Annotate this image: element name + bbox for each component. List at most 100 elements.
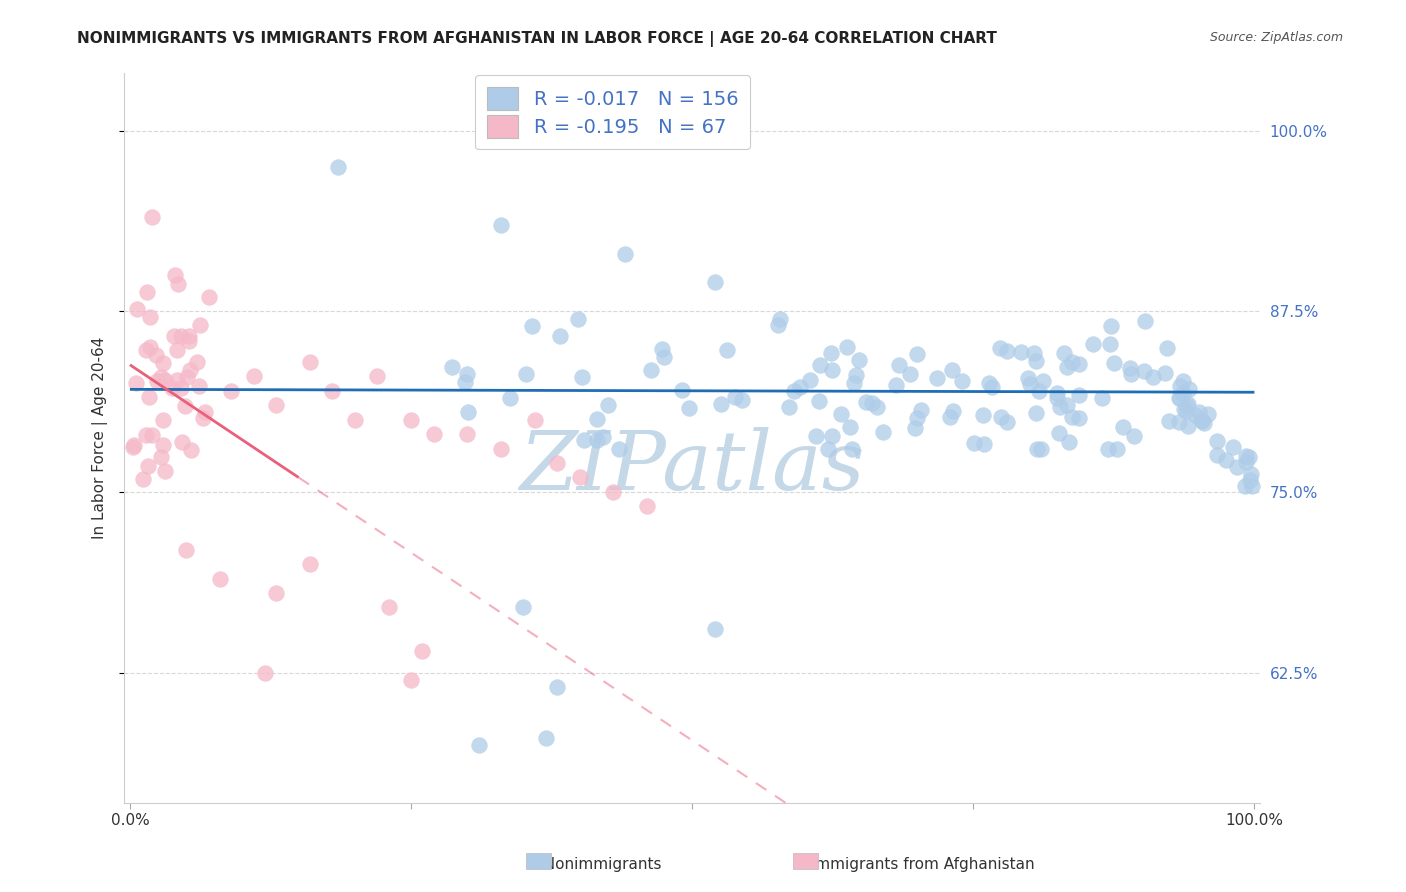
Point	[1168, 392, 1191, 406]
Point	[177, 329, 200, 343]
Point	[1222, 440, 1244, 454]
Point	[1133, 314, 1156, 328]
Point	[1171, 385, 1194, 400]
Point	[884, 377, 907, 392]
Point	[1018, 376, 1040, 391]
Point	[1069, 410, 1091, 425]
Point	[546, 456, 568, 470]
Point	[242, 369, 264, 384]
Point	[592, 430, 614, 444]
Point	[571, 370, 593, 384]
Point	[837, 340, 859, 354]
Text: NONIMMIGRANTS VS IMMIGRANTS FROM AFGHANISTAN IN LABOR FORCE | AGE 20-64 CORRELAT: NONIMMIGRANTS VS IMMIGRANTS FROM AFGHANI…	[77, 31, 997, 47]
Point	[152, 413, 174, 427]
Point	[1105, 442, 1128, 456]
Point	[703, 622, 725, 636]
Text: Nonimmigrants: Nonimmigrants	[534, 857, 662, 872]
Point	[191, 411, 214, 425]
Point	[146, 374, 169, 388]
Point	[399, 673, 422, 687]
Point	[141, 211, 163, 225]
Point	[1060, 354, 1083, 368]
Point	[422, 427, 444, 442]
Point	[1056, 398, 1078, 412]
Point	[1177, 382, 1199, 396]
Point	[821, 363, 844, 377]
Point	[783, 384, 806, 398]
Point	[166, 373, 188, 387]
Point	[941, 363, 963, 377]
Point	[1112, 419, 1135, 434]
Point	[457, 405, 479, 419]
Point	[855, 395, 877, 409]
Point	[546, 680, 568, 694]
Point	[977, 376, 1000, 390]
Point	[1056, 359, 1078, 374]
Point	[1215, 453, 1237, 467]
Point	[799, 373, 821, 387]
Point	[166, 343, 188, 357]
Point	[845, 368, 868, 382]
Legend: R = -0.017   N = 156, R = -0.195   N = 67: R = -0.017 N = 156, R = -0.195 N = 67	[475, 76, 749, 150]
Point	[1233, 478, 1256, 492]
Point	[950, 374, 973, 388]
Point	[820, 346, 842, 360]
Point	[1119, 367, 1142, 381]
Point	[166, 277, 188, 291]
Point	[990, 410, 1012, 425]
Point	[170, 329, 193, 343]
Point	[804, 429, 827, 443]
Point	[138, 340, 160, 354]
Point	[1046, 391, 1069, 405]
Point	[1177, 399, 1199, 413]
Point	[887, 358, 910, 372]
Point	[1168, 415, 1191, 429]
Text: Source: ZipAtlas.com: Source: ZipAtlas.com	[1209, 31, 1343, 45]
Point	[162, 381, 184, 395]
Point	[136, 285, 159, 299]
Point	[567, 311, 589, 326]
Point	[1098, 337, 1121, 351]
Point	[613, 246, 636, 260]
Point	[1237, 450, 1260, 464]
Point	[550, 329, 572, 343]
Point	[377, 600, 399, 615]
Point	[1102, 356, 1125, 370]
Point	[264, 586, 287, 600]
Point	[1191, 414, 1213, 428]
Point	[1142, 370, 1164, 384]
Point	[163, 268, 186, 283]
Point	[1032, 374, 1054, 388]
Point	[830, 407, 852, 421]
Point	[298, 557, 321, 571]
Point	[898, 368, 921, 382]
Point	[671, 383, 693, 397]
Point	[939, 410, 962, 425]
Point	[187, 378, 209, 392]
Point	[905, 347, 928, 361]
Point	[1067, 357, 1090, 371]
Point	[1240, 479, 1263, 493]
Point	[1171, 374, 1194, 388]
Point	[973, 437, 995, 451]
Point	[724, 390, 747, 404]
Point	[972, 408, 994, 422]
Point	[866, 400, 889, 414]
Point	[1177, 418, 1199, 433]
Point	[366, 369, 388, 384]
Point	[1153, 366, 1175, 380]
Point	[1191, 413, 1213, 427]
Point	[515, 367, 537, 381]
Point	[1177, 397, 1199, 411]
Point	[177, 334, 200, 348]
Point	[842, 376, 865, 391]
Point	[523, 413, 546, 427]
Point	[1188, 405, 1211, 419]
Point	[1057, 435, 1080, 450]
Point	[817, 442, 839, 456]
Point	[1022, 346, 1045, 360]
Point	[942, 404, 965, 418]
Point	[1206, 434, 1229, 448]
Point	[1010, 345, 1032, 359]
Point	[179, 363, 201, 377]
